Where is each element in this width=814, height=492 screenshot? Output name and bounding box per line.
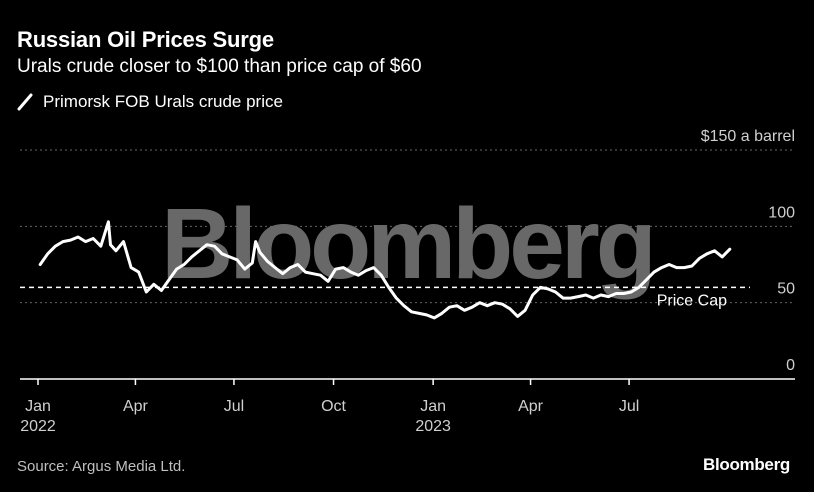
x-tick-year-label-0: 2022 <box>20 418 56 435</box>
legend-label: Primorsk FOB Urals crude price <box>43 92 283 111</box>
chart-title: Russian Oil Prices Surge <box>17 27 274 52</box>
x-axis: Jan 2022 Apr Jul Oct Jan 2023 Apr Jul <box>20 379 639 435</box>
series-group <box>38 220 732 320</box>
grid: 0 50 100 $150 a barrel <box>20 128 795 380</box>
x-tick-label-6: Jul <box>619 398 639 415</box>
chart-subtitle: Urals crude closer to $100 than price ca… <box>17 56 422 77</box>
y-tick-label-2: 100 <box>768 204 795 221</box>
y-tick-label-3: $150 a barrel <box>701 128 795 145</box>
y-tick-label-1: 50 <box>777 281 795 298</box>
legend-swatch-icon <box>17 93 33 111</box>
x-tick-year-label-4: 2023 <box>415 418 451 435</box>
source-note: Source: Argus Media Ltd. <box>17 458 186 475</box>
y-tick-label-0: 0 <box>786 357 795 374</box>
bloomberg-logo: Bloomberg <box>702 455 790 474</box>
x-tick-label-3: Oct <box>321 398 346 415</box>
series-line-urals <box>38 220 732 320</box>
x-tick-label-0: Jan <box>25 398 51 415</box>
legend: Primorsk FOB Urals crude price <box>17 92 283 112</box>
price-cap-label: Price Cap <box>657 292 727 309</box>
x-tick-label-5: Apr <box>518 398 544 415</box>
watermark-text: Bloomberg <box>161 188 653 300</box>
reference-lines: Price Cap <box>20 286 750 309</box>
x-tick-label-4: Jan <box>420 398 446 415</box>
x-tick-label-2: Jul <box>224 398 244 415</box>
x-tick-label-1: Apr <box>123 398 149 415</box>
